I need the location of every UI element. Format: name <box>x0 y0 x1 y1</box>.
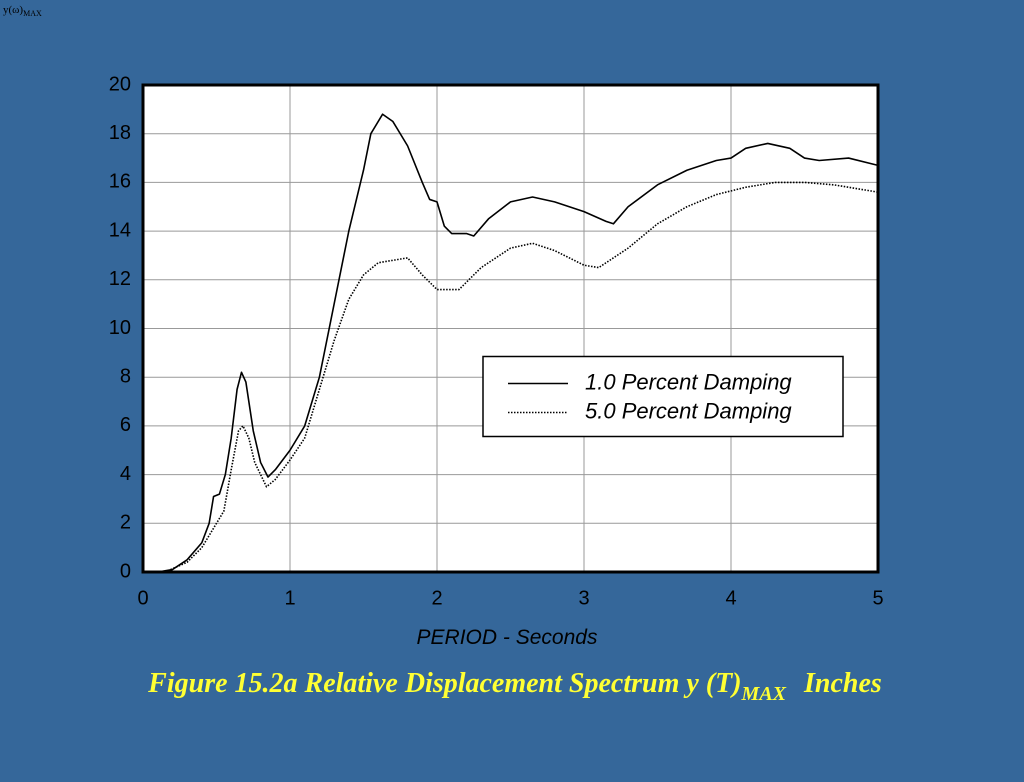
y-tick-label: 0 <box>120 560 131 582</box>
legend-box <box>482 355 844 438</box>
chart-title: Figure 15.2a Relative Displacement Spect… <box>147 668 882 705</box>
title-subscript: MAX <box>741 683 787 705</box>
series-line <box>164 181 879 573</box>
y-tick-label: 18 <box>109 122 131 144</box>
corner-subscript: MAX <box>23 9 42 18</box>
legend-label: 5.0 Percent Damping <box>585 398 792 423</box>
y-tick-label: 14 <box>109 219 131 241</box>
corner-label: y(ω)MAX <box>3 4 42 18</box>
plot-frame <box>141 83 880 574</box>
x-tick-label: 1 <box>284 587 295 609</box>
corner-main: y(ω) <box>3 4 23 16</box>
y-tick-label: 12 <box>109 268 131 290</box>
legend-label: 1.0 Percent Damping <box>585 369 792 394</box>
x-tick-label: 2 <box>431 587 442 609</box>
series-line <box>157 113 879 573</box>
y-tick-label: 6 <box>120 414 131 436</box>
y-tick-label: 8 <box>120 365 131 387</box>
y-tick-label: 10 <box>109 317 131 339</box>
x-tick-label: 5 <box>872 587 883 609</box>
y-tick-label: 2 <box>120 512 131 534</box>
x-axis-label: PERIOD - Seconds <box>417 626 598 649</box>
y-tick-label: 20 <box>109 73 131 95</box>
title-unit: Inches <box>803 668 882 699</box>
x-tick-label: 3 <box>578 587 589 609</box>
lines <box>157 113 879 573</box>
x-tick-label: 4 <box>725 587 736 609</box>
x-tick-label: 0 <box>137 587 148 609</box>
title-main: Figure 15.2a Relative Displacement Spect… <box>147 668 741 699</box>
y-tick-label: 4 <box>120 463 131 485</box>
legend: 1.0 Percent Damping 5.0 Percent Damping <box>482 355 844 438</box>
y-tick-label: 16 <box>109 171 131 193</box>
